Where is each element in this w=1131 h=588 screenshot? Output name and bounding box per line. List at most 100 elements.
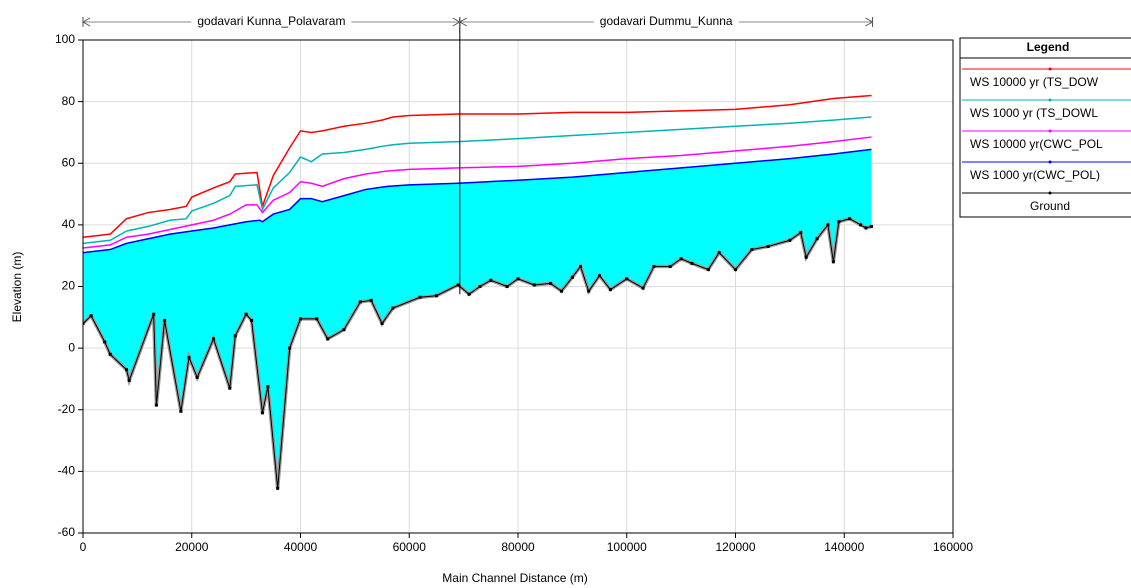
ground-point xyxy=(103,340,107,344)
ground-point xyxy=(456,283,460,287)
ground-point xyxy=(608,288,612,292)
x-tick-label: 0 xyxy=(80,540,87,554)
ground-point xyxy=(516,277,520,281)
ground-point xyxy=(233,334,237,338)
ground-point xyxy=(125,368,128,372)
ground-point xyxy=(326,337,330,341)
ground-point xyxy=(679,257,683,261)
ground-point xyxy=(532,283,536,287)
ground-point xyxy=(195,375,199,379)
ground-point xyxy=(815,237,819,241)
ws-line xyxy=(83,148,872,254)
ground-point xyxy=(869,224,873,228)
x-axis-label: Main Channel Distance (m) xyxy=(442,571,587,585)
ground-point xyxy=(579,264,583,268)
ground-point xyxy=(315,317,319,321)
ground-point xyxy=(266,385,270,389)
legend-marker xyxy=(1048,191,1052,195)
ground-point xyxy=(766,244,770,248)
ground-point xyxy=(734,268,737,272)
ground-point xyxy=(706,268,710,272)
legend-label: WS 1000 yr(CWC_POL) xyxy=(970,168,1100,182)
ground-point xyxy=(342,328,346,332)
x-tick-label: 60000 xyxy=(393,540,427,554)
x-tick-label: 40000 xyxy=(284,540,318,554)
ground-point xyxy=(826,223,830,227)
ground-point xyxy=(369,298,373,302)
ground-point xyxy=(549,281,553,285)
ground-point xyxy=(250,318,254,322)
x-tick-label: 160000 xyxy=(933,540,973,554)
legend-label: WS 1000 yr (TS_DOWL xyxy=(970,106,1098,120)
water-fill xyxy=(83,149,872,489)
ground-point xyxy=(750,248,754,252)
ground-point xyxy=(187,355,191,359)
ground-point xyxy=(418,295,422,299)
y-tick-label: 0 xyxy=(68,340,75,354)
x-tick-label: 100000 xyxy=(607,540,647,554)
legend-marker xyxy=(1048,160,1052,164)
reach-label: godavari Dummu_Kunna xyxy=(600,14,733,28)
x-tick-label: 120000 xyxy=(715,540,755,554)
y-tick-label: 100 xyxy=(55,32,75,46)
ws-line xyxy=(83,116,872,245)
ground-point xyxy=(848,217,852,221)
y-axis-label: Elevation (m) xyxy=(10,252,24,323)
x-tick-label: 140000 xyxy=(824,540,864,554)
ground-point xyxy=(864,226,868,230)
x-tick-label: 20000 xyxy=(175,540,209,554)
ground-point xyxy=(212,337,215,341)
ground-point xyxy=(179,409,183,413)
y-tick-label: -40 xyxy=(58,464,76,478)
ground-point xyxy=(641,286,645,290)
y-tick-label: 20 xyxy=(62,279,76,293)
x-tick-label: 80000 xyxy=(501,540,535,554)
ground-point xyxy=(837,220,841,224)
ground-point xyxy=(127,378,131,382)
y-tick-label: 80 xyxy=(62,94,76,108)
ground-point xyxy=(358,300,362,304)
reach-label: godavari Kunna_Polavaram xyxy=(197,14,345,28)
ground-point xyxy=(668,264,672,268)
legend-marker xyxy=(1048,129,1052,133)
ground-point xyxy=(299,317,302,321)
ground-point xyxy=(467,292,471,296)
ground-point xyxy=(163,318,167,322)
ground-point xyxy=(152,312,156,316)
ground-point xyxy=(434,294,438,298)
reach-label-bg xyxy=(191,13,352,30)
ground-point xyxy=(560,289,563,293)
ground-point xyxy=(788,238,792,242)
ground-point xyxy=(228,386,232,390)
ws-line xyxy=(83,94,872,238)
plot-area xyxy=(83,94,873,490)
ground-point xyxy=(260,411,264,415)
ground-point xyxy=(831,260,835,264)
reach-label-bg xyxy=(593,13,739,30)
ground-point xyxy=(859,223,863,227)
ground-point xyxy=(690,261,694,265)
ground-point xyxy=(154,403,158,407)
legend-marker xyxy=(1048,98,1052,102)
ground-point xyxy=(489,278,493,282)
ground-point xyxy=(83,321,85,325)
legend-label: WS 10000 yr(CWC_POL xyxy=(970,137,1103,151)
ground-point xyxy=(598,274,602,278)
ground-point xyxy=(652,264,656,268)
ground-point xyxy=(288,346,292,350)
ws-line xyxy=(83,136,872,249)
y-tick-label: 60 xyxy=(62,155,76,169)
ground-point xyxy=(380,321,384,325)
plot-border xyxy=(82,39,954,534)
legend-title: Legend xyxy=(1027,40,1070,54)
ground-point xyxy=(108,352,112,356)
legend-box xyxy=(959,37,1131,218)
ground-point xyxy=(625,277,629,281)
ground-point xyxy=(717,251,721,255)
ground-point xyxy=(587,289,591,293)
legend-label: Ground xyxy=(1030,199,1070,213)
ground-point xyxy=(478,285,482,288)
ground-point xyxy=(799,231,803,235)
